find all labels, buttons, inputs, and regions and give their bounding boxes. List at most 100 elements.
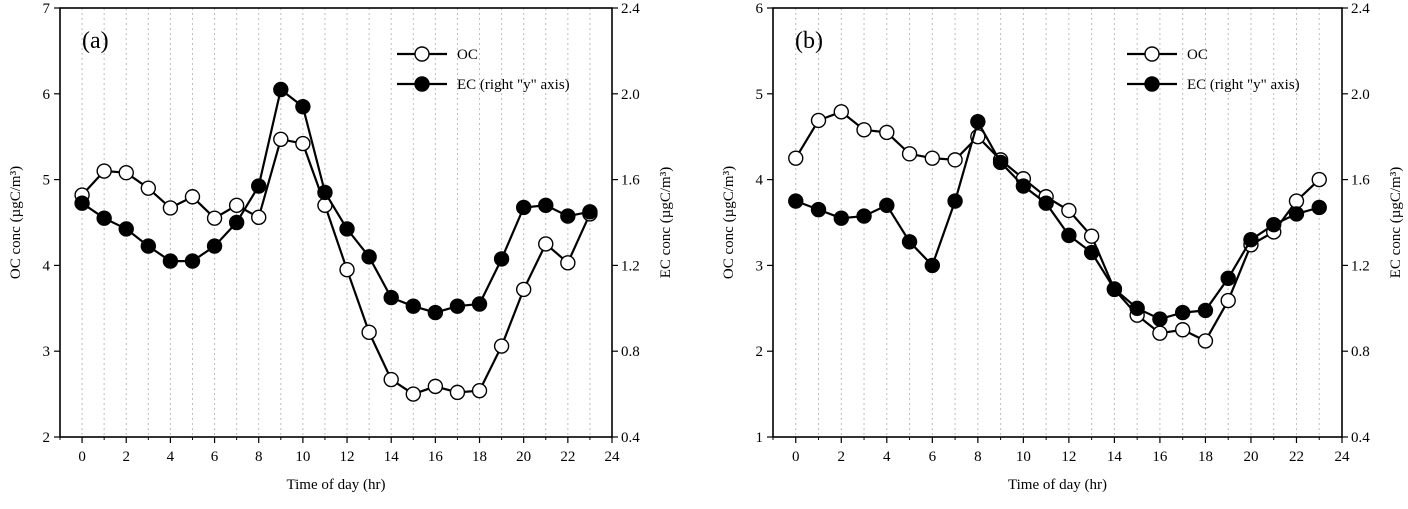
ec-data-point xyxy=(924,257,941,274)
plot-frame xyxy=(772,7,1343,438)
x-tick-label: 0 xyxy=(78,449,86,465)
x-tick-label: 18 xyxy=(472,449,487,465)
ec-data-point xyxy=(96,210,112,226)
ec-data-point xyxy=(538,197,554,214)
oc-data-point xyxy=(96,163,112,179)
oc-data-point xyxy=(206,210,223,226)
oc-data-point xyxy=(856,122,872,138)
legend-label: EC (right "y" axis) xyxy=(1187,77,1300,93)
y-right-tick-label: 2.0 xyxy=(621,87,640,103)
ec-data-point xyxy=(1129,300,1145,316)
ec-data-point xyxy=(833,210,849,226)
oc-data-point xyxy=(427,378,444,395)
plot-frame xyxy=(59,7,613,438)
ec-data-point xyxy=(206,238,223,254)
ec-data-point xyxy=(1152,311,1168,327)
series-line-oc xyxy=(794,110,1320,343)
oc-data-point xyxy=(405,386,421,402)
y-right-tick-label: 0.4 xyxy=(621,430,640,446)
ec-data-point xyxy=(1266,216,1282,233)
ec-data-point xyxy=(1288,206,1305,222)
legend-label: EC (right "y" axis) xyxy=(457,77,570,93)
y-right-tick-label: 2.0 xyxy=(1351,87,1370,103)
oc-data-point xyxy=(383,371,399,388)
ec-data-point xyxy=(1174,304,1191,321)
y-right-axis-title: EC conc (µgC/m³) xyxy=(658,167,674,278)
x-tick-label: 10 xyxy=(295,449,310,465)
ec-data-point xyxy=(471,296,488,312)
oc-data-point xyxy=(493,338,510,354)
x-tick-label: 16 xyxy=(428,449,444,465)
oc-data-point xyxy=(1152,325,1168,341)
x-tick-label: 18 xyxy=(1198,449,1213,465)
oc-data-point xyxy=(1220,292,1236,309)
x-tick-label: 12 xyxy=(340,449,355,465)
oc-data-point xyxy=(162,200,179,216)
ec-data-point xyxy=(295,98,311,115)
oc-data-point xyxy=(788,150,804,166)
x-tick-label: 22 xyxy=(1289,449,1304,465)
oc-data-point xyxy=(184,189,201,205)
y-left-tick-label: 6 xyxy=(756,1,764,17)
oc-data-point xyxy=(947,152,963,168)
x-tick-label: 12 xyxy=(1061,449,1076,465)
x-tick-label: 2 xyxy=(122,449,130,465)
y-left-axis-title: OC conc (µgC/m³) xyxy=(8,166,24,279)
oc-data-point xyxy=(1061,202,1077,219)
y-left-tick-label: 4 xyxy=(756,173,764,189)
oc-data-point xyxy=(471,382,488,399)
panel-label: (b) xyxy=(795,28,823,54)
oc-data-point xyxy=(228,197,245,214)
ec-data-point xyxy=(140,238,157,254)
y-left-tick-label: 5 xyxy=(756,87,764,103)
oc-data-point xyxy=(833,104,849,120)
ec-data-point xyxy=(992,154,1009,171)
x-tick-label: 10 xyxy=(1016,449,1031,465)
ec-data-point xyxy=(251,178,267,194)
ec-data-point xyxy=(901,234,918,250)
ec-data-point xyxy=(339,221,355,237)
ec-data-point xyxy=(1015,178,1032,194)
y-right-tick-label: 1.2 xyxy=(1351,258,1370,274)
ec-data-point xyxy=(405,298,421,314)
series-line-oc xyxy=(81,138,591,396)
y-left-tick-label: 2 xyxy=(756,344,764,360)
x-tick-label: 22 xyxy=(560,449,575,465)
ec-data-point xyxy=(1220,270,1236,286)
y-left-axis-title: OC conc (µgC/m³) xyxy=(721,166,737,279)
oc-data-point xyxy=(118,165,134,181)
ec-data-point xyxy=(582,204,598,220)
y-right-tick-label: 1.6 xyxy=(621,173,640,189)
x-tick-label: 20 xyxy=(516,449,531,465)
y-left-tick-label: 6 xyxy=(43,87,51,103)
x-tick-label: 2 xyxy=(838,449,846,465)
series-line-ec xyxy=(795,118,1320,321)
legend-marker xyxy=(1144,76,1160,92)
oc-data-point xyxy=(449,384,466,401)
ec-data-point xyxy=(970,113,986,130)
y-right-axis-title: EC conc (µgC/m³) xyxy=(1388,167,1404,278)
ec-data-point xyxy=(1083,244,1100,261)
y-right-tick-label: 1.2 xyxy=(621,258,640,274)
x-tick-label: 4 xyxy=(167,449,175,465)
ec-data-point xyxy=(1106,281,1123,297)
oc-data-point xyxy=(810,112,827,129)
ec-data-point xyxy=(947,193,963,209)
oc-data-point xyxy=(361,324,377,341)
x-tick-label: 16 xyxy=(1152,449,1168,465)
oc-data-point xyxy=(295,135,311,152)
oc-data-point xyxy=(251,209,267,226)
y-right-tick-label: 2.4 xyxy=(1351,1,1370,17)
ec-data-point xyxy=(856,208,872,224)
ec-data-point xyxy=(184,253,201,269)
y-right-tick-label: 2.4 xyxy=(621,1,640,17)
ec-data-point xyxy=(515,199,532,216)
y-left-tick-label: 1 xyxy=(756,430,764,446)
oc-data-point xyxy=(538,236,554,252)
y-left-tick-label: 5 xyxy=(43,173,51,189)
oc-data-point xyxy=(560,255,576,271)
oc-data-point xyxy=(1174,322,1191,338)
x-tick-label: 0 xyxy=(792,449,800,465)
x-tick-label: 20 xyxy=(1243,449,1258,465)
ec-data-point xyxy=(383,289,399,306)
